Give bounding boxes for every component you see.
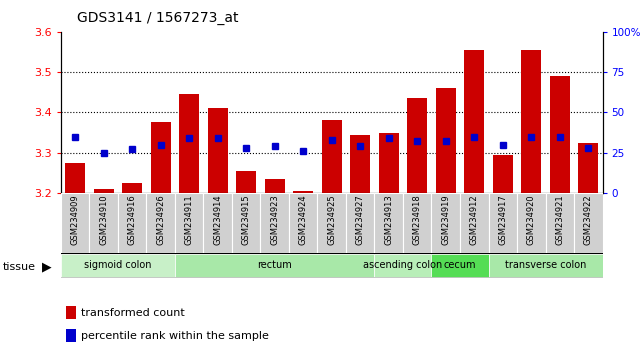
Bar [151,122,171,193]
Text: GSM234926: GSM234926 [156,195,165,245]
Bar [493,155,513,193]
Text: GSM234917: GSM234917 [498,195,507,245]
Bar [203,193,232,253]
Bar [379,132,399,193]
Text: ▶: ▶ [42,260,51,273]
Bar [232,193,260,253]
Bar [350,135,370,193]
Bar [175,193,203,253]
Bar [293,191,313,193]
Bar [61,193,89,253]
Bar [574,193,603,253]
Bar [322,120,342,193]
Bar [61,253,175,278]
Bar [517,193,545,253]
Text: GSM234924: GSM234924 [299,195,308,245]
Text: percentile rank within the sample: percentile rank within the sample [81,331,269,341]
Bar [89,193,118,253]
Bar [175,253,374,278]
Text: cecum: cecum [444,261,476,270]
Text: GSM234911: GSM234911 [185,195,194,245]
Bar [374,193,403,253]
Bar [436,88,456,193]
Text: GSM234913: GSM234913 [384,195,393,245]
Text: GSM234919: GSM234919 [441,195,450,245]
Text: GSM234909: GSM234909 [71,195,79,245]
Bar [265,179,285,193]
Text: GSM234920: GSM234920 [527,195,536,245]
Bar [488,253,603,278]
Bar [403,193,431,253]
Bar [407,98,427,193]
Text: GSM234922: GSM234922 [584,195,593,245]
Bar [460,193,488,253]
Bar [66,330,76,342]
Bar [317,193,346,253]
Bar [578,143,598,193]
Bar [65,163,85,193]
Bar [237,171,256,193]
Bar [431,193,460,253]
Text: GSM234912: GSM234912 [470,195,479,245]
Text: GSM234925: GSM234925 [327,195,337,245]
Bar [122,183,142,193]
Bar [94,189,113,193]
Text: GSM234918: GSM234918 [413,195,422,245]
Bar [346,193,374,253]
Text: GSM234914: GSM234914 [213,195,222,245]
Text: GSM234916: GSM234916 [128,195,137,245]
Bar [179,94,199,193]
Text: GSM234910: GSM234910 [99,195,108,245]
Text: GSM234923: GSM234923 [271,195,279,245]
Bar [488,193,517,253]
Bar [289,193,317,253]
Bar [118,193,146,253]
Bar [521,50,541,193]
Bar [66,307,76,319]
Bar [545,193,574,253]
Bar [146,193,175,253]
Bar [464,50,484,193]
Text: ascending colon: ascending colon [363,261,443,270]
Text: GDS3141 / 1567273_at: GDS3141 / 1567273_at [77,11,238,25]
Text: transformed count: transformed count [81,308,185,318]
Text: transverse colon: transverse colon [505,261,587,270]
Text: rectum: rectum [257,261,292,270]
Bar [374,253,431,278]
Bar [550,76,570,193]
Bar [431,253,488,278]
Text: sigmoid colon: sigmoid colon [84,261,152,270]
Text: GSM234915: GSM234915 [242,195,251,245]
Bar [208,108,228,193]
Bar [260,193,289,253]
Text: tissue: tissue [3,262,36,272]
Text: GSM234921: GSM234921 [555,195,564,245]
Text: GSM234927: GSM234927 [356,195,365,245]
